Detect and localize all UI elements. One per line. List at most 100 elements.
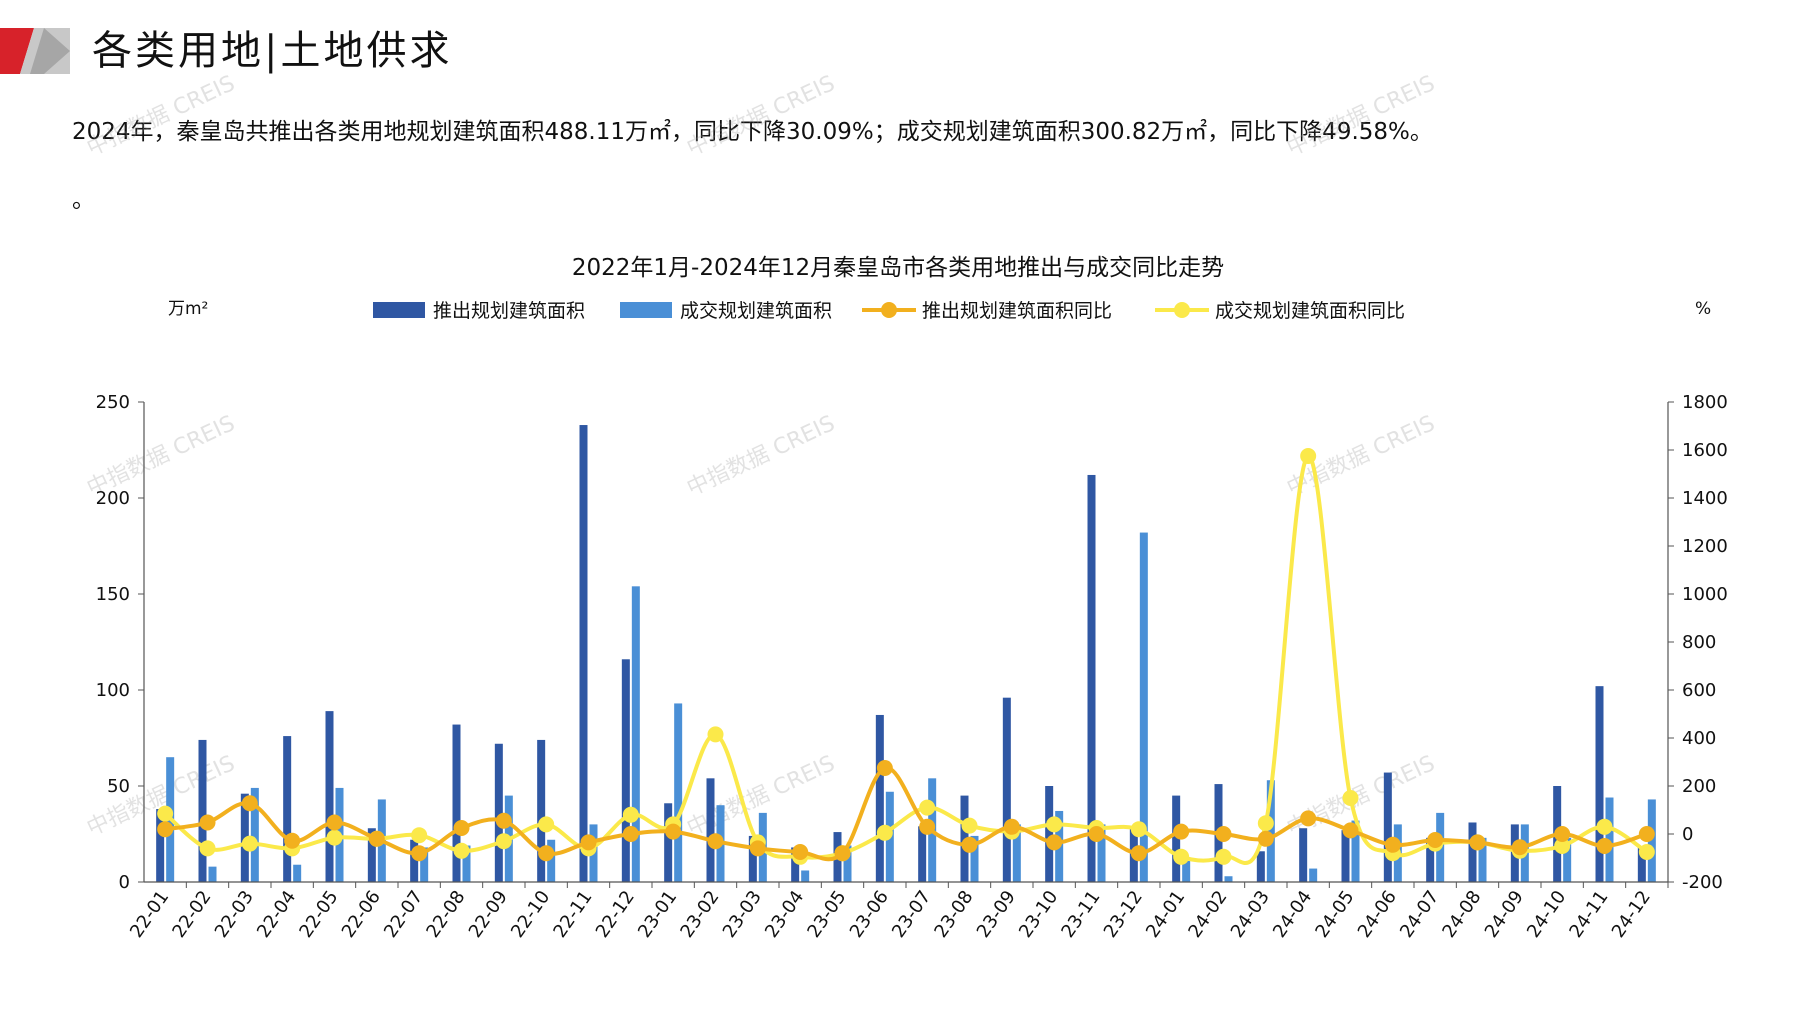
- supply-yoy-point: [1638, 826, 1655, 842]
- deal-yoy-point: [1554, 838, 1571, 854]
- x-tick-label: 24-01: [1142, 887, 1189, 942]
- bar-supply: [918, 826, 927, 882]
- bar-supply: [156, 809, 165, 882]
- y-right-tick-label: 1600: [1682, 440, 1728, 461]
- bar-supply: [1087, 474, 1096, 882]
- bar-supply: [367, 828, 376, 882]
- x-tick-label: 23-07: [888, 887, 935, 942]
- bar-supply: [283, 736, 292, 882]
- supply-yoy-point: [284, 832, 301, 849]
- x-tick-label: 22-09: [465, 887, 512, 942]
- y-left-tick-label: 50: [107, 776, 130, 797]
- bar-deal: [970, 835, 979, 882]
- deal-yoy-point: [1638, 844, 1655, 860]
- bar-supply: [1595, 686, 1604, 882]
- x-tick-label: 22-01: [126, 887, 173, 942]
- x-tick-label: 22-11: [549, 887, 596, 942]
- x-tick-label: 24-12: [1608, 887, 1655, 942]
- deal-yoy-point: [411, 827, 428, 844]
- bar-supply: [198, 739, 207, 882]
- x-tick-label: 24-03: [1227, 887, 1274, 942]
- supply-yoy-point: [876, 760, 893, 776]
- y-right-tick-label: 800: [1682, 632, 1716, 653]
- bar-deal: [1563, 837, 1572, 882]
- y-right-tick-label: 1200: [1682, 536, 1728, 557]
- x-tick-label: 24-02: [1184, 887, 1231, 942]
- y-right-tick-label: 600: [1682, 680, 1716, 701]
- deal-yoy-point: [1046, 816, 1063, 833]
- supply-yoy-point: [622, 826, 639, 842]
- x-tick-label: 23-02: [676, 887, 723, 942]
- supply-yoy-point: [834, 845, 851, 862]
- x-tick-label: 23-08: [930, 887, 977, 942]
- x-tick-label: 23-01: [634, 887, 681, 942]
- legend-swatch-bar: [620, 302, 672, 318]
- x-tick-label: 24-05: [1311, 887, 1358, 942]
- bar-deal: [674, 703, 683, 882]
- x-tick-label: 24-06: [1354, 887, 1401, 942]
- bar-supply: [494, 743, 503, 882]
- legend-label: 推出规划建筑面积: [433, 300, 585, 322]
- bar-deal: [547, 839, 556, 882]
- y-right-tick-label: 200: [1682, 776, 1716, 797]
- bar-deal: [1478, 837, 1487, 882]
- supply-yoy-point: [1046, 834, 1063, 851]
- y-left-tick-label: 100: [96, 680, 130, 701]
- supply-yoy-point: [1300, 810, 1317, 827]
- supply-yoy-point: [580, 834, 597, 851]
- bar-deal: [1309, 868, 1318, 882]
- bar-supply: [1341, 830, 1350, 882]
- supply-yoy-point: [1469, 834, 1486, 851]
- x-tick-label: 23-06: [846, 887, 893, 942]
- x-tick-label: 22-02: [168, 887, 215, 942]
- bar-deal: [1647, 799, 1656, 882]
- deal-yoy-point: [919, 799, 936, 816]
- bar-deal: [293, 864, 302, 882]
- bar-deal: [801, 870, 810, 882]
- x-tick-label: 22-08: [422, 887, 469, 942]
- deal-yoy-point: [1596, 818, 1613, 835]
- bar-supply: [1256, 851, 1265, 882]
- x-tick-label: 24-07: [1396, 887, 1443, 942]
- bar-deal: [462, 845, 471, 882]
- legend-label: 成交规划建筑面积: [680, 300, 832, 322]
- x-tick-label: 23-11: [1057, 887, 1104, 942]
- x-tick-label: 22-07: [380, 887, 427, 942]
- bar-supply: [1426, 837, 1435, 882]
- bar-supply: [791, 847, 800, 882]
- bar-supply: [1172, 795, 1181, 882]
- supply-yoy-point: [665, 823, 682, 840]
- page-title: 各类用地|土地供求: [92, 28, 453, 74]
- x-tick-label: 24-11: [1565, 887, 1612, 942]
- supply-yoy-point: [411, 845, 428, 862]
- x-tick-label: 24-10: [1523, 887, 1570, 942]
- legend-swatch-bar: [373, 302, 425, 318]
- legend-swatch-marker: [1174, 302, 1190, 318]
- x-tick-label: 24-08: [1438, 887, 1485, 942]
- y-axis-right-unit: %: [1695, 299, 1711, 319]
- deal-yoy-point: [453, 842, 470, 859]
- bar-supply: [452, 724, 461, 882]
- x-tick-label: 24-09: [1481, 887, 1528, 942]
- supply-yoy-point: [707, 833, 724, 850]
- brand-corner-logo: [0, 28, 70, 74]
- bar-supply: [1045, 786, 1054, 882]
- x-tick-label: 23-12: [1100, 887, 1147, 942]
- bar-supply: [706, 778, 715, 882]
- deal-yoy-point: [241, 835, 258, 852]
- deal-yoy-point: [961, 817, 978, 834]
- bar-supply: [410, 839, 419, 882]
- supply-yoy-point: [1554, 826, 1571, 842]
- deal-yoy-point: [157, 805, 174, 822]
- supply-yoy-point: [961, 836, 978, 853]
- supply-yoy-point: [1511, 839, 1528, 856]
- deal-yoy-point: [495, 833, 512, 850]
- x-tick-label: 22-10: [507, 887, 554, 942]
- supply-yoy-point: [495, 812, 512, 829]
- deal-yoy-point: [1215, 848, 1232, 865]
- x-tick-label: 22-04: [253, 887, 300, 942]
- deal-yoy-point: [1130, 821, 1147, 838]
- y-left-tick-label: 150: [96, 584, 130, 605]
- x-tick-label: 22-03: [211, 887, 258, 942]
- bar-supply: [1637, 847, 1646, 882]
